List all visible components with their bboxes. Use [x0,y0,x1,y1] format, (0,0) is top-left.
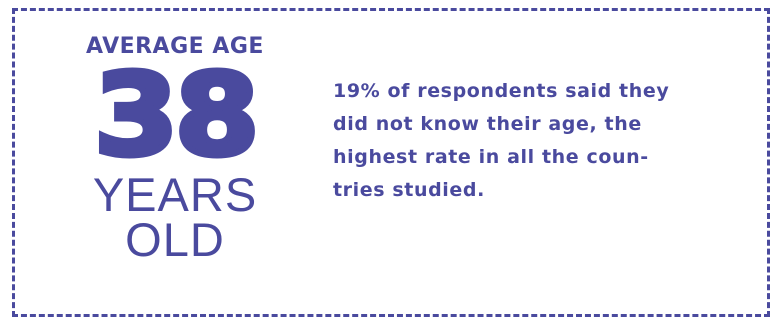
stat-value: 38 [91,51,263,181]
stat-unit-line-1: YEARS [92,168,258,221]
stat-label: AVERAGE AGE [86,34,264,59]
stat-unit: YEARS OLD [65,168,285,266]
stat-unit-line-2: OLD [125,213,225,266]
info-card: AVERAGE AGE 38 YEARS OLD 19% of responde… [12,8,770,317]
note-text: 19% of respondents said they did not kno… [333,75,743,207]
average-age-stat: AVERAGE AGE 38 YEARS OLD [65,34,285,266]
note-line-2: did not know their age, the [333,113,642,135]
note-line-1: 19% of respondents said they [333,80,670,102]
note-line-4: tries studied. [333,179,485,201]
note-line-3: highest rate in all the coun- [333,146,649,168]
